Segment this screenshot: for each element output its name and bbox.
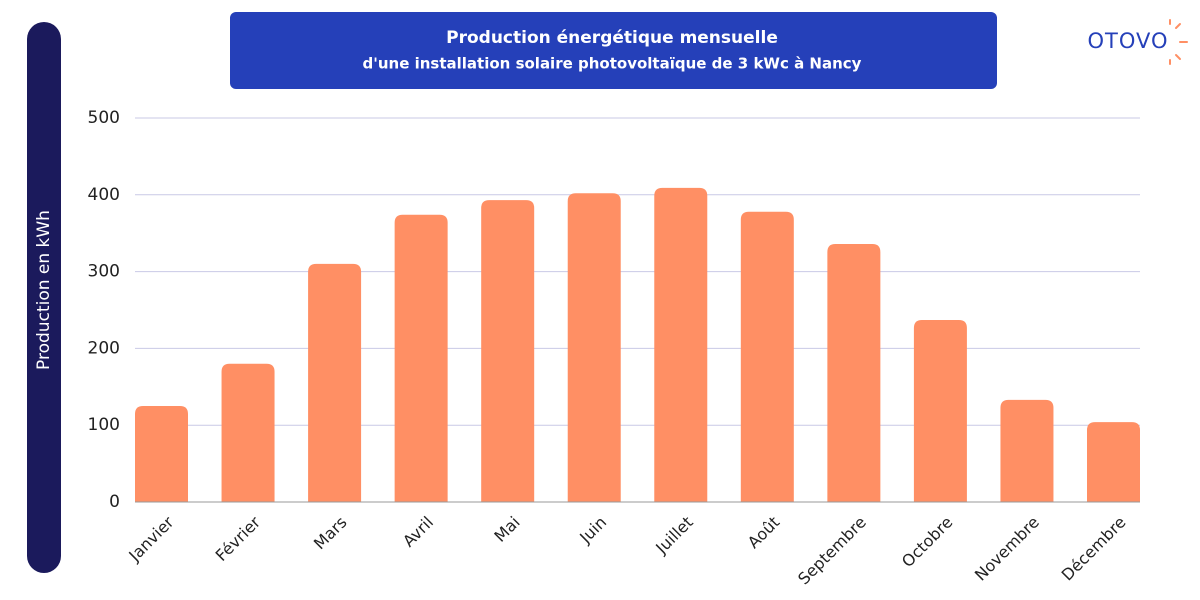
- bar: [308, 263, 362, 502]
- bar: [394, 214, 448, 502]
- x-tick-label: Juillet: [651, 513, 696, 558]
- chart-subtitle: d'une installation solaire photovoltaïqu…: [363, 55, 862, 73]
- chart-title: Production énergétique mensuelle: [446, 28, 778, 48]
- bar: [1087, 422, 1140, 502]
- bar: [567, 193, 621, 502]
- x-tick-label: Janvier: [124, 512, 177, 565]
- brand-logo: OTOVO: [1087, 29, 1168, 53]
- bar: [135, 406, 188, 502]
- x-tick-label: Décembre: [1058, 513, 1130, 585]
- y-tick-label: 0: [109, 492, 120, 512]
- x-tick-label: Septembre: [794, 513, 870, 589]
- x-tick-label: Février: [212, 512, 265, 565]
- x-tick-label: Octobre: [898, 513, 956, 571]
- x-tick-label: Juin: [575, 513, 610, 548]
- bar: [1000, 399, 1054, 502]
- title-box: [230, 12, 997, 89]
- x-tick-label: Mai: [490, 513, 523, 546]
- y-axis-label: Production en kWh: [34, 210, 54, 370]
- y-axis-band: [27, 22, 61, 573]
- y-tick-label: 200: [88, 338, 120, 358]
- bar: [481, 200, 535, 502]
- bar: [221, 363, 275, 502]
- bar: [654, 187, 708, 502]
- bar: [827, 243, 881, 502]
- x-tick-label: Novembre: [971, 513, 1043, 585]
- y-tick-label: 100: [88, 415, 120, 435]
- bar: [913, 319, 967, 502]
- y-tick-label: 500: [88, 108, 120, 128]
- bar: [740, 211, 794, 503]
- y-tick-label: 300: [88, 262, 120, 282]
- x-tick-label: Avril: [399, 513, 437, 551]
- y-tick-label: 400: [88, 185, 120, 205]
- logo-rays: [1169, 19, 1188, 65]
- x-tick-label: Mars: [310, 513, 351, 554]
- x-tick-label: Août: [744, 513, 784, 553]
